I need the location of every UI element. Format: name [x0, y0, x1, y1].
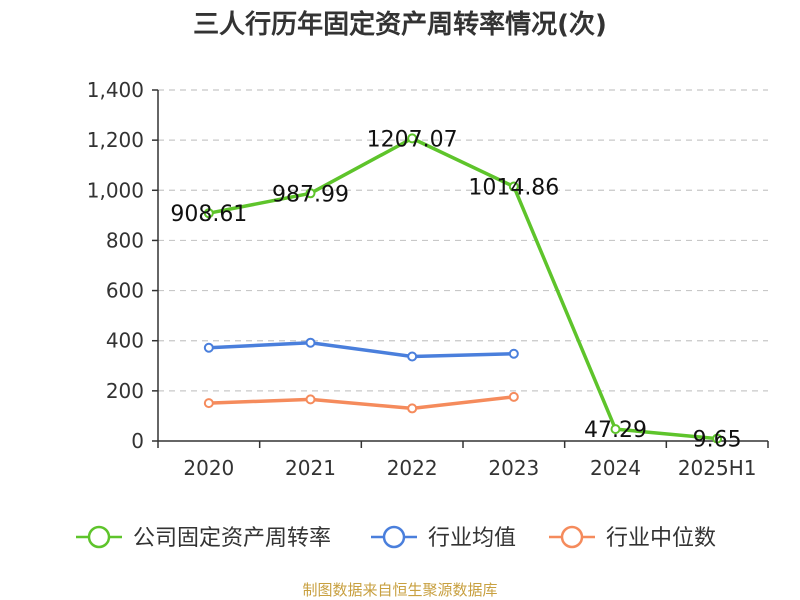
y-tick-label: 1,000 — [87, 178, 144, 202]
data-point — [407, 403, 418, 414]
x-tick-label: 2020 — [183, 456, 234, 480]
legend-marker — [87, 525, 111, 549]
axes: 0 200 400 600 800 1,000 1,200 1,400 2020 2021 2022… — [87, 78, 769, 480]
data-point — [508, 391, 519, 402]
x-tick-label: 2023 — [488, 456, 539, 480]
x-tick-label: 2022 — [387, 456, 438, 480]
data-point — [203, 342, 214, 353]
data-label: 908.61 — [170, 202, 247, 227]
data-point — [305, 394, 316, 405]
chart-title: 三人行历年固定资产周转率情况(次) — [193, 9, 607, 40]
data-label: 987.99 — [272, 182, 349, 207]
y-tick-label: 1,400 — [87, 78, 144, 102]
data-label: 1207.07 — [367, 127, 458, 152]
data-point — [712, 433, 723, 444]
y-tick-label: 200 — [106, 379, 144, 403]
x-tick-label: 2024 — [590, 456, 641, 480]
y-tick-label: 0 — [131, 429, 144, 453]
data-point — [203, 398, 214, 409]
data-labels: 908.61 987.99 1207.07 1014.86 47.29 9.65 — [170, 127, 741, 452]
grid — [158, 89, 768, 392]
data-point — [305, 188, 316, 199]
x-tick-label: 2021 — [285, 456, 336, 480]
y-tick-label: 600 — [106, 279, 144, 303]
source-note: 制图数据来自恒生聚源数据库 — [302, 581, 497, 599]
data-point — [508, 348, 519, 359]
series-layer — [203, 133, 723, 444]
legend: 公司固定资产周转率 行业均值 行业中位数 — [76, 525, 716, 551]
data-point — [610, 424, 621, 435]
data-label: 47.29 — [584, 418, 647, 443]
y-tick-label: 800 — [106, 228, 144, 252]
legend-label: 行业中位数 — [606, 526, 716, 551]
data-point — [407, 133, 418, 144]
y-tick-label: 1,200 — [87, 128, 144, 152]
data-point — [203, 208, 214, 219]
x-tick-label: 2025H1 — [678, 456, 757, 480]
data-label: 1014.86 — [468, 176, 559, 201]
data-point — [407, 351, 418, 362]
data-point — [305, 337, 316, 348]
legend-label: 公司固定资产周转率 — [133, 526, 331, 551]
legend-label: 行业均值 — [428, 526, 516, 551]
series-line-2 — [208, 395, 515, 411]
series-line-0 — [208, 136, 718, 441]
legend-marker — [382, 525, 406, 549]
y-tick-label: 400 — [106, 329, 144, 353]
series-line-1 — [208, 340, 514, 359]
data-label: 9.65 — [693, 428, 742, 453]
data-point — [508, 181, 519, 192]
legend-marker — [560, 525, 584, 549]
